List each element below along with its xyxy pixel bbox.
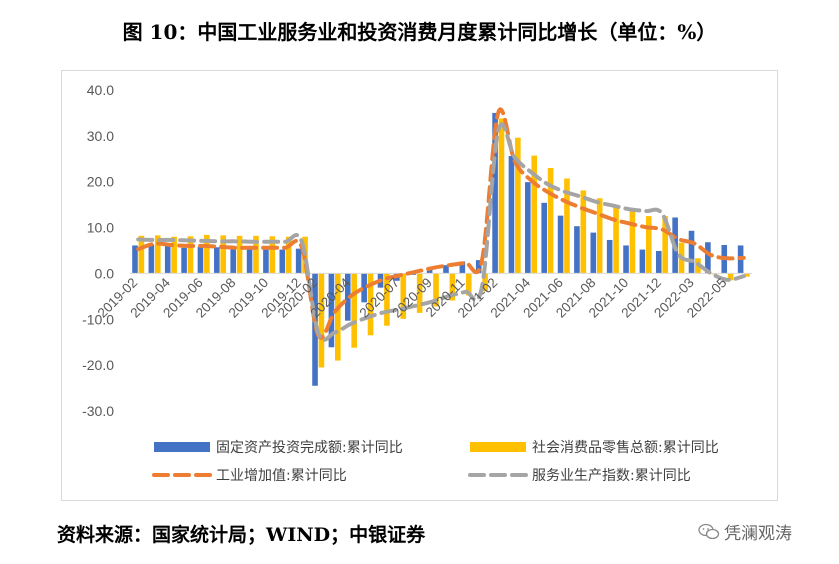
bar-fai-2019-03: [148, 244, 155, 274]
bar-retail-2019-07: [220, 235, 227, 274]
y-tick-label: -20.0: [82, 357, 114, 373]
bar-retail-2020-05: [367, 273, 374, 336]
bar-fai-2021-08: [590, 232, 597, 274]
legend-label: 工业增加值:累计同比: [216, 468, 347, 484]
bar-fai-2019-08: [230, 248, 236, 274]
legend-label: 社会消费品零售总额:累计同比: [532, 440, 719, 456]
bar-fai-2021-11: [639, 249, 646, 274]
watermark-text: 凭澜观涛: [724, 524, 792, 544]
bar-retail-2022-05: [727, 273, 734, 281]
bar-retail-2021-08: [596, 198, 603, 274]
bar-retail-2021-11: [646, 216, 652, 274]
bar-retail-2020-02: [318, 273, 325, 368]
bar-fai-2021-03: [508, 156, 515, 274]
bar-fai-2021-10: [623, 245, 629, 274]
bar-retail-2020-08: [416, 273, 423, 313]
bar-fai-2020-11: [459, 261, 466, 274]
watermark: 凭澜观涛: [698, 519, 792, 544]
wechat-icon: [698, 523, 720, 539]
bar-retail-2020-09: [433, 273, 439, 307]
y-tick-label: -30.0: [82, 403, 114, 419]
bar-retail-2019-05: [187, 236, 194, 274]
line-industrial-va: [136, 107, 746, 340]
bar-fai-2021-04: [525, 182, 531, 274]
bar-fai-2021-09: [606, 239, 613, 274]
line-services-index: [136, 122, 746, 342]
bar-retail-2022-06: [744, 273, 750, 277]
bar-retail-2021-09: [613, 206, 619, 274]
y-tick-label: 30.0: [87, 128, 114, 144]
legend-swatch: [470, 442, 526, 452]
bar-retail-2021-04: [531, 155, 538, 274]
bar-fai-2020-09: [426, 269, 433, 274]
bar-retail-2019-02: [138, 235, 145, 274]
bar-retail-2021-07: [580, 190, 587, 274]
bar-retail-2019-04: [171, 236, 177, 274]
y-tick-label: 0.0: [95, 265, 115, 281]
bar-retail-2021-06: [564, 178, 570, 274]
bar-retail-2021-12: [662, 216, 668, 274]
chart: 40.030.020.010.00.0-10.0-20.0-30.02019-0…: [82, 82, 752, 484]
bar-retail-2020-04: [351, 273, 357, 348]
bar-retail-2019-10: [269, 236, 276, 274]
y-tick-label: 10.0: [87, 220, 114, 236]
y-tick-label: 20.0: [87, 174, 114, 190]
bar-retail-2019-11: [285, 236, 292, 274]
bar-fai-2020-05: [361, 273, 367, 303]
bar-retail-2019-08: [236, 235, 243, 274]
bar-retail-2019-06: [204, 234, 210, 274]
bar-retail-2020-10: [449, 273, 456, 301]
bar-fai-2019-11: [279, 249, 286, 274]
bar-fai-2021-12: [655, 250, 662, 274]
bar-fai-2021-07: [574, 226, 580, 274]
chart-frame: 40.0 30.0 20.0 10.0 0.0 -10.0 -20.0 -30.0 2019-0…: [61, 70, 778, 501]
bar-retail-2019-03: [154, 235, 161, 274]
bar-fai-2019-12: [295, 248, 302, 274]
bar-fai-2020-12: [475, 260, 482, 274]
legend-label: 固定资产投资完成额:累计同比: [216, 440, 403, 456]
legend-swatch: [154, 442, 210, 452]
bar-retail-2020-07: [400, 273, 407, 319]
bar-retail-2021-05: [547, 167, 554, 274]
y-tick-label: 40.0: [87, 82, 114, 98]
bar-fai-2021-06: [557, 215, 564, 274]
y-tick-label: -10.0: [82, 311, 114, 327]
bar-retail-2021-03: [515, 137, 521, 274]
bar-fai-2020-10: [443, 265, 449, 274]
bar-fai-2019-10: [263, 249, 269, 274]
bar-fai-2019-07: [214, 247, 220, 274]
bar-fai-2019-04: [164, 245, 171, 274]
bar-fai-2019-05: [181, 247, 187, 274]
bar-retail-2020-11: [465, 273, 472, 296]
bar-fai-2022-04: [705, 242, 711, 274]
bar-retail-2020-12: [482, 273, 488, 292]
bar-fai-2019-02: [132, 245, 138, 274]
legend-label: 服务业生产指数:累计同比: [532, 468, 691, 484]
bar-retail-2019-09: [253, 235, 259, 274]
bar-retail-2020-06: [384, 273, 390, 326]
bar-retail-2020-03: [335, 273, 341, 361]
bar-retail-2021-10: [629, 210, 636, 274]
source-note: 资料来源：国家统计局；WIND；中银证券: [57, 524, 426, 546]
bar-fai-2019-09: [246, 248, 253, 274]
bar-fai-2020-03: [328, 273, 335, 348]
bar-retail-2021-02: [498, 118, 505, 274]
bar-fai-2020-04: [344, 273, 351, 321]
bar-fai-2021-02: [492, 112, 498, 274]
bar-fai-2019-06: [197, 246, 204, 274]
bar-fai-2021-05: [541, 202, 547, 274]
bar-fai-2022-03: [688, 230, 695, 274]
figure-title: 图 10：中国工业服务业和投资消费月度累计同比增长（单位：%）: [122, 20, 717, 44]
